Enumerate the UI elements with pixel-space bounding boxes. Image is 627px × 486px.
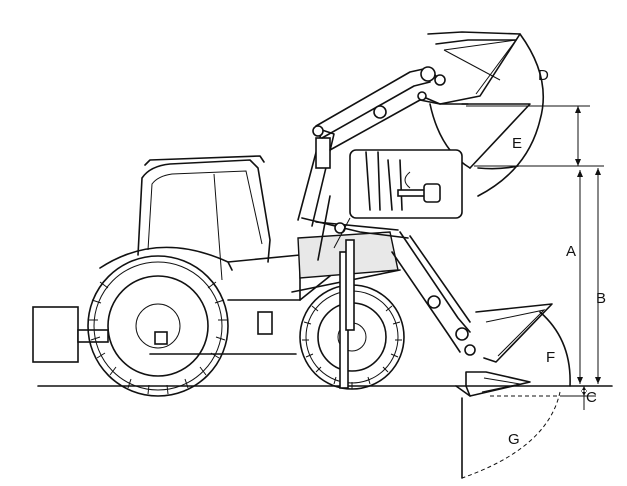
label-C: C: [586, 389, 597, 406]
raised-boom: [315, 66, 446, 151]
raised-bucket: [419, 31, 531, 169]
rear-counterweight: [32, 306, 109, 363]
label-A: A: [566, 243, 576, 260]
rear-wheel: [87, 255, 229, 397]
label-E: E: [512, 135, 522, 152]
pin-detail-inset: [333, 149, 463, 249]
lowered-bucket: [455, 303, 553, 397]
lift-cylinder: [339, 239, 355, 389]
arc-E: [477, 165, 519, 170]
label-G: G: [508, 431, 520, 448]
label-D: D: [538, 67, 549, 84]
lowered-boom: [391, 231, 476, 356]
arc-F: [539, 311, 571, 387]
label-F: F: [546, 349, 555, 366]
arc-D: [477, 33, 545, 197]
arc-G: [461, 391, 561, 479]
dimension-lines: [466, 105, 604, 410]
loader-frame: [291, 125, 409, 293]
label-B: B: [596, 290, 606, 307]
